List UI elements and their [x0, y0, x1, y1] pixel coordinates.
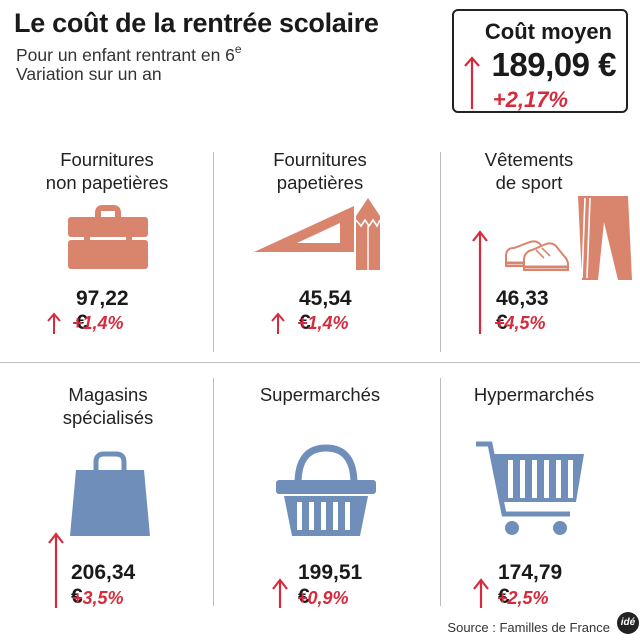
publisher-logo: idé — [617, 612, 639, 634]
subtitle-line-2: Variation sur un an — [16, 64, 162, 84]
average-variation: +2,17% — [492, 87, 568, 112]
up-arrow-icon — [272, 578, 288, 608]
category-label: Vêtements de sport — [484, 149, 574, 193]
category-variation: +1,4% — [297, 313, 349, 333]
divider — [440, 378, 441, 606]
category-variation: +4,5% — [494, 313, 546, 333]
category-price: 45,54 € — [299, 287, 352, 334]
up-arrow-icon — [473, 578, 489, 608]
briefcase-icon — [68, 205, 148, 269]
shopping-bag-icon — [70, 451, 150, 536]
category-price: 199,51 € — [298, 561, 363, 608]
category-variation: +3,5% — [72, 588, 124, 608]
divider — [440, 152, 441, 352]
category-variation: +0,9% — [297, 588, 349, 608]
category-price: 97,22 € — [76, 287, 129, 334]
source-note: Source : Familles de France — [447, 620, 610, 635]
page-title: Le coût de la rentrée scolaire — [14, 8, 379, 38]
shopping-cart-icon — [476, 441, 584, 535]
category-label: Fournitures papetières — [273, 149, 367, 193]
category-price: 174,79 € — [498, 561, 563, 608]
basket-icon — [276, 444, 376, 536]
category-label: Supermarchés — [259, 384, 381, 405]
divider — [0, 362, 640, 363]
average-label: Coût moyen — [484, 19, 612, 44]
up-arrow-icon — [464, 56, 480, 109]
divider — [213, 378, 214, 606]
average-cost-box: Coût moyen 189,09 € +2,17% — [452, 9, 628, 113]
category-price: 46,33 € — [496, 287, 549, 334]
category-variation: +1,4% — [72, 313, 124, 333]
up-arrow-icon — [47, 312, 61, 334]
category-variation: +2,5% — [497, 588, 549, 608]
divider — [213, 152, 214, 352]
set-square-pencil-icon — [254, 198, 381, 270]
category-label: Magasins spécialisés — [62, 384, 154, 428]
average-value: 189,09 € — [491, 46, 617, 83]
category-label: Fournitures non papetières — [45, 149, 169, 193]
up-arrow-icon — [48, 532, 64, 608]
up-arrow-icon — [271, 312, 285, 334]
subtitle-line-1: Pour un enfant rentrant en 6e — [16, 42, 242, 65]
category-label: Hypermarchés — [473, 384, 595, 405]
category-price: 206,34 € — [71, 561, 136, 608]
sneakers-pants-icon — [505, 196, 632, 280]
up-arrow-icon — [472, 230, 488, 334]
